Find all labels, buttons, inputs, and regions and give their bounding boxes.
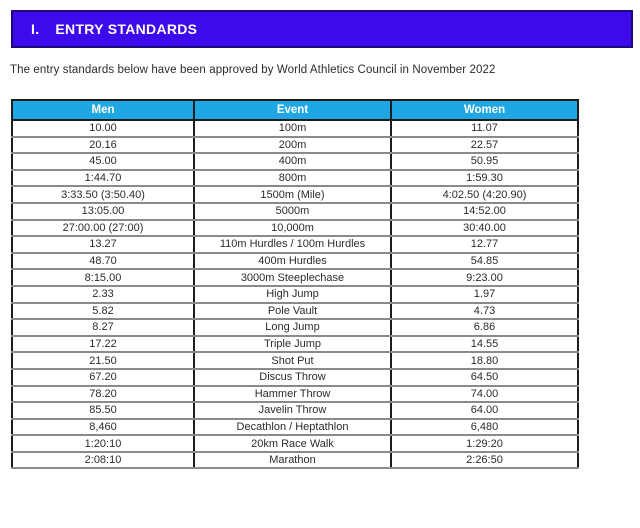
women-standard: 6,480: [390, 417, 579, 437]
table-row: 78.20 Hammer Throw 74.00: [11, 384, 579, 404]
event-name: 400m Hurdles: [193, 251, 392, 271]
women-standard: 6.86: [390, 318, 579, 337]
event-name: Hammer Throw: [193, 384, 392, 404]
men-standard: 21.50: [11, 351, 195, 370]
women-standard: 4:02.50 (4:20.90): [390, 185, 579, 204]
entry-standards-table-container: Men Event Women 10.00 100m 11.07 20.16 200m 2…: [11, 99, 579, 470]
table-row: 8.27 Long Jump 6.86: [11, 318, 579, 337]
event-name: Long Jump: [193, 318, 392, 337]
women-standard: 11.07: [390, 119, 579, 138]
men-standard: 48.70: [11, 251, 195, 271]
event-name: Shot Put: [193, 351, 392, 370]
table-row: 13.27 110m Hurdles / 100m Hurdles 12.77: [11, 235, 579, 254]
event-name: 10,000m: [193, 218, 392, 238]
men-standard: 78.20: [11, 384, 195, 404]
men-standard: 67.20: [11, 367, 195, 387]
table-row: 3:33.50 (3:50.40) 1500m (Mile) 4:02.50 (4:…: [11, 185, 579, 204]
table-row: 45.00 400m 50.95: [11, 152, 579, 171]
women-standard: 74.00: [390, 384, 579, 404]
men-standard: 45.00: [11, 152, 195, 171]
men-standard: 27:00.00 (27:00): [11, 218, 195, 238]
men-standard: 1:20:10: [11, 434, 195, 453]
event-name: 20km Race Walk: [193, 434, 392, 453]
women-standard: 18.80: [390, 351, 579, 370]
men-standard: 8:15.00: [11, 268, 195, 287]
women-standard: 2:26:50: [390, 450, 579, 470]
event-name: Javelin Throw: [193, 401, 392, 420]
women-standard: 1.97: [390, 284, 579, 304]
column-header-women: Women: [390, 99, 579, 121]
men-standard: 20.16: [11, 135, 195, 155]
event-name: Discus Throw: [193, 367, 392, 387]
table-header-row: Men Event Women: [11, 99, 579, 121]
table-row: 10.00 100m 11.07: [11, 119, 579, 138]
men-standard: 10.00: [11, 119, 195, 138]
table-row: 1:44.70 800m 1:59.30: [11, 168, 579, 188]
men-standard: 5.82: [11, 301, 195, 321]
women-standard: 4.73: [390, 301, 579, 321]
entry-standards-table: Men Event Women 10.00 100m 11.07 20.16 200m 2…: [11, 99, 579, 470]
men-standard: 1:44.70: [11, 168, 195, 188]
event-name: 200m: [193, 135, 392, 155]
table-row: 1:20:10 20km Race Walk 1:29:20: [11, 434, 579, 453]
table-row: 8,460 Decathlon / Heptathlon 6,480: [11, 417, 579, 437]
table-row: 2.33 High Jump 1.97: [11, 284, 579, 304]
women-standard: 30:40.00: [390, 218, 579, 238]
event-name: 800m: [193, 168, 392, 188]
event-name: High Jump: [193, 284, 392, 304]
men-standard: 13:05.00: [11, 201, 195, 221]
women-standard: 64.50: [390, 367, 579, 387]
event-name: Pole Vault: [193, 301, 392, 321]
table-row: 8:15.00 3000m Steeplechase 9:23.00: [11, 268, 579, 287]
men-standard: 8.27: [11, 318, 195, 337]
section-banner: I. ENTRY STANDARDS: [11, 10, 633, 48]
women-standard: 50.95: [390, 152, 579, 171]
event-name: 110m Hurdles / 100m Hurdles: [193, 235, 392, 254]
women-standard: 64.00: [390, 401, 579, 420]
table-row: 21.50 Shot Put 18.80: [11, 351, 579, 370]
men-standard: 2.33: [11, 284, 195, 304]
women-standard: 1:59.30: [390, 168, 579, 188]
event-name: 100m: [193, 119, 392, 138]
women-standard: 14:52.00: [390, 201, 579, 221]
section-title: ENTRY STANDARDS: [55, 21, 198, 37]
table-row: 2:08:10 Marathon 2:26:50: [11, 450, 579, 470]
event-name: 5000m: [193, 201, 392, 221]
table-row: 20.16 200m 22.57: [11, 135, 579, 155]
women-standard: 12.77: [390, 235, 579, 254]
men-standard: 8,460: [11, 417, 195, 437]
men-standard: 13.27: [11, 235, 195, 254]
women-standard: 14.55: [390, 334, 579, 354]
table-row: 5.82 Pole Vault 4.73: [11, 301, 579, 321]
table-row: 27:00.00 (27:00) 10,000m 30:40.00: [11, 218, 579, 238]
event-name: Marathon: [193, 450, 392, 470]
women-standard: 54.85: [390, 251, 579, 271]
women-standard: 22.57: [390, 135, 579, 155]
men-standard: 2:08:10: [11, 450, 195, 470]
event-name: 400m: [193, 152, 392, 171]
intro-text: The entry standards below have been appr…: [10, 64, 496, 76]
event-name: 3000m Steeplechase: [193, 268, 392, 287]
men-standard: 85.50: [11, 401, 195, 420]
table-row: 13:05.00 5000m 14:52.00: [11, 201, 579, 221]
women-standard: 9:23.00: [390, 268, 579, 287]
men-standard: 3:33.50 (3:50.40): [11, 185, 195, 204]
men-standard: 17.22: [11, 334, 195, 354]
section-numeral: I.: [31, 21, 40, 37]
column-header-event: Event: [193, 99, 392, 121]
event-name: 1500m (Mile): [193, 185, 392, 204]
standards-table-body: 10.00 100m 11.07 20.16 200m 22.57 45.00 400m 50.…: [11, 119, 579, 470]
table-row: 85.50 Javelin Throw 64.00: [11, 401, 579, 420]
table-row: 17.22 Triple Jump 14.55: [11, 334, 579, 354]
table-row: 48.70 400m Hurdles 54.85: [11, 251, 579, 271]
event-name: Decathlon / Heptathlon: [193, 417, 392, 437]
women-standard: 1:29:20: [390, 434, 579, 453]
column-header-men: Men: [11, 99, 195, 121]
table-row: 67.20 Discus Throw 64.50: [11, 367, 579, 387]
event-name: Triple Jump: [193, 334, 392, 354]
